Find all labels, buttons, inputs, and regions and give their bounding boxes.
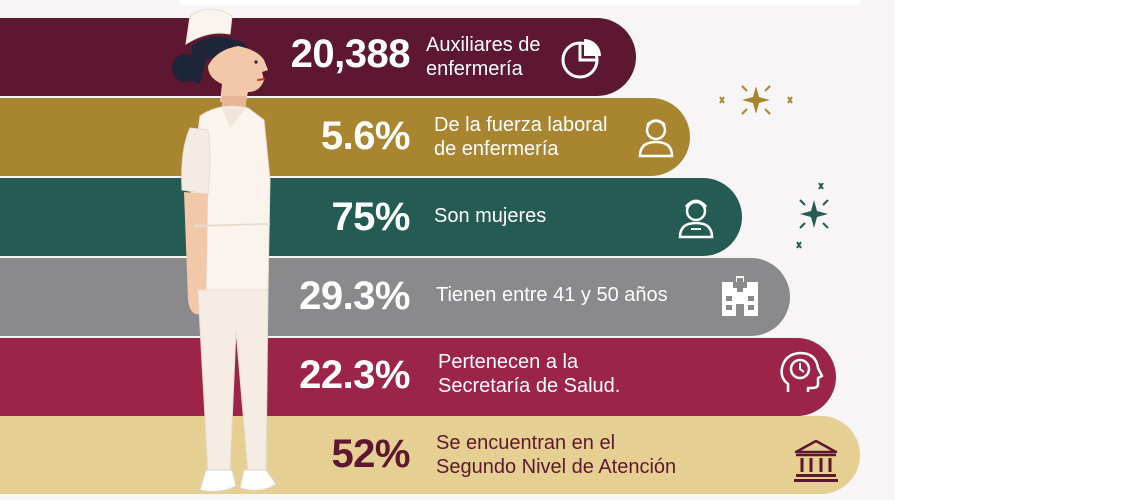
woman-nurse-icon (672, 193, 720, 241)
sparkle-decoration-icon (719, 85, 793, 115)
stat-value-5: 22.3% (299, 353, 410, 397)
stat-description-6: Se encuentran en el Segundo Nivel de Ate… (436, 432, 677, 478)
stat-description-3: Son mujeres (434, 205, 547, 227)
nurse-illustration (172, 8, 277, 492)
stat-band-3 (0, 178, 742, 256)
hospital-icon (716, 272, 764, 320)
stat-value-4: 29.3% (299, 274, 410, 318)
stat-value-2: 5.6% (320, 114, 411, 158)
stat-band-4 (0, 258, 790, 336)
stat-band-2 (0, 98, 690, 176)
stat-band-6 (0, 416, 860, 494)
pie-chart-icon (558, 34, 606, 82)
sparkle-decoration-icon (796, 182, 829, 249)
top-divider (180, 0, 860, 5)
stat-description-5: Pertenecen a la Secretaría de Salud. (438, 351, 621, 397)
stat-value-1: 20,388 (290, 32, 411, 76)
head-clock-icon (776, 348, 824, 396)
nurse-avatar-icon (632, 112, 680, 160)
stat-description-1: Auxiliares de enfermería (426, 34, 541, 80)
stat-band-1 (0, 18, 636, 96)
institution-building-icon (792, 436, 840, 484)
stat-description-2: De la fuerza laboral de enfermería (434, 114, 608, 160)
stat-band-5 (0, 338, 836, 416)
stat-value-3: 75% (331, 195, 410, 239)
stat-description-4: Tienen entre 41 y 50 años (436, 284, 668, 306)
stat-value-6: 52% (331, 432, 410, 476)
